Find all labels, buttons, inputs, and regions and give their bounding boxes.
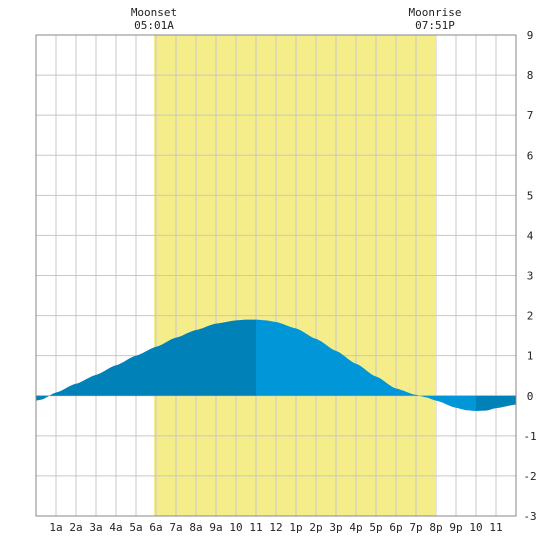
x-tick-label: 6p <box>389 521 402 534</box>
x-tick-label: 7a <box>169 521 182 534</box>
y-tick-labels: 9 8 7 6 5 4 3 2 1 0 -1 -2 -3 <box>523 29 536 523</box>
x-tick-label: 3p <box>329 521 342 534</box>
x-tick-label: 2a <box>69 521 82 534</box>
x-tick-label: 8a <box>189 521 202 534</box>
moon-event-label: Moonrise <box>409 6 462 19</box>
moon-event-label: Moonset <box>131 6 177 19</box>
y-tick-label: 4 <box>527 229 534 242</box>
y-tick-label: -1 <box>523 430 536 443</box>
x-tick-label: 10 <box>469 521 482 534</box>
grid-layer <box>36 35 516 516</box>
tide-area-segment <box>476 395 516 411</box>
y-tick-label: 5 <box>527 189 534 202</box>
x-tick-label: 11 <box>249 521 262 534</box>
y-tick-label: 9 <box>527 29 534 42</box>
x-tick-label: 9p <box>449 521 462 534</box>
tide-area-segment <box>256 319 476 411</box>
x-tick-label: 11 <box>489 521 502 534</box>
x-tick-label: 3a <box>89 521 102 534</box>
x-tick-label: 5p <box>369 521 382 534</box>
y-tick-label: 7 <box>527 109 534 122</box>
moon-event-time: 07:51P <box>415 19 455 32</box>
y-tick-label: 1 <box>527 350 534 363</box>
y-tick-label: 3 <box>527 270 534 283</box>
x-tick-label: 6a <box>149 521 162 534</box>
x-tick-label: 1p <box>289 521 302 534</box>
y-tick-label: -3 <box>523 510 536 523</box>
x-tick-labels: 1a 2a 3a 4a 5a 6a 7a 8a 9a 10 11 12 1p 2p 3p 4p 5p 6p 7p 8p… <box>49 521 502 534</box>
x-tick-label: 10 <box>229 521 242 534</box>
x-tick-label: 1a <box>49 521 62 534</box>
tide-area-layer <box>36 319 516 411</box>
y-tick-label: 2 <box>527 310 534 323</box>
x-tick-label: 9a <box>209 521 222 534</box>
x-tick-label: 12 <box>269 521 282 534</box>
x-tick-label: 4a <box>109 521 122 534</box>
x-tick-label: 4p <box>349 521 362 534</box>
y-tick-label: 6 <box>527 149 534 162</box>
moon-event-time: 05:01A <box>134 19 174 32</box>
y-tick-label: 0 <box>527 390 534 403</box>
x-tick-label: 5a <box>129 521 142 534</box>
x-tick-label: 8p <box>429 521 442 534</box>
y-tick-label: 8 <box>527 69 534 82</box>
tide-area-segment <box>36 319 256 401</box>
y-tick-label: -2 <box>523 470 536 483</box>
x-tick-label: 2p <box>309 521 322 534</box>
plot-frame <box>35 34 517 517</box>
x-tick-label: 7p <box>409 521 422 534</box>
